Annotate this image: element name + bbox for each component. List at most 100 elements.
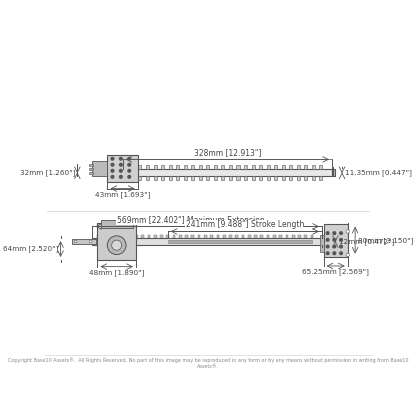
Bar <box>282 166 285 169</box>
Bar <box>122 235 125 238</box>
Bar <box>332 169 335 176</box>
Bar <box>104 235 106 238</box>
Circle shape <box>346 253 349 257</box>
Circle shape <box>89 240 92 243</box>
Bar <box>154 176 156 180</box>
Bar <box>72 239 96 244</box>
Bar <box>273 235 276 238</box>
Bar <box>168 176 172 180</box>
Bar <box>139 176 141 180</box>
Bar <box>267 176 270 180</box>
Circle shape <box>333 238 336 241</box>
Text: 11.35mm [0.447"]: 11.35mm [0.447"] <box>345 169 412 176</box>
Bar <box>206 176 209 180</box>
Bar <box>267 166 270 169</box>
Bar <box>214 176 217 180</box>
Text: 43mm [1.693"]: 43mm [1.693"] <box>95 191 150 198</box>
Bar <box>319 166 322 169</box>
Bar <box>305 235 307 238</box>
Bar <box>168 240 312 243</box>
Text: 569mm [22.402"] Maximum Extension: 569mm [22.402"] Maximum Extension <box>116 215 264 224</box>
Bar <box>267 235 270 238</box>
Bar <box>204 235 207 238</box>
Bar <box>89 164 93 166</box>
Bar <box>285 235 288 238</box>
Circle shape <box>74 240 77 243</box>
Bar <box>297 176 300 180</box>
Bar <box>173 235 176 238</box>
Bar <box>116 176 119 180</box>
Circle shape <box>119 176 122 178</box>
Bar <box>289 166 292 169</box>
Bar <box>124 166 126 169</box>
Bar <box>244 166 247 169</box>
Bar <box>229 166 232 169</box>
Bar <box>259 166 262 169</box>
Bar <box>161 176 164 180</box>
Circle shape <box>340 232 342 235</box>
Bar <box>297 166 300 169</box>
Bar <box>305 176 307 180</box>
Bar <box>221 166 224 169</box>
Bar <box>292 235 295 238</box>
Bar <box>97 235 100 238</box>
Bar <box>161 166 164 169</box>
Bar <box>206 166 209 169</box>
Bar <box>111 169 332 176</box>
Bar <box>223 235 225 238</box>
Circle shape <box>119 163 122 166</box>
Bar <box>279 235 282 238</box>
Bar <box>154 235 156 238</box>
Bar <box>179 235 182 238</box>
Bar <box>312 176 315 180</box>
Circle shape <box>326 252 329 255</box>
Bar <box>135 235 138 238</box>
Bar <box>199 166 202 169</box>
Bar <box>229 176 232 180</box>
Text: 80mm [3.150"]: 80mm [3.150"] <box>358 237 413 243</box>
Bar <box>274 166 277 169</box>
Bar <box>298 235 301 238</box>
Bar <box>185 235 188 238</box>
Text: 64mm [2.520"]: 64mm [2.520"] <box>3 246 59 253</box>
Circle shape <box>128 169 131 172</box>
Bar <box>217 235 219 238</box>
Bar <box>311 235 313 238</box>
Bar <box>92 238 322 245</box>
Bar <box>176 176 179 180</box>
Bar <box>242 235 244 238</box>
Bar <box>319 235 324 252</box>
Bar <box>198 235 201 238</box>
Bar <box>324 224 348 257</box>
Text: 48mm [1.890"]: 48mm [1.890"] <box>89 269 144 276</box>
Bar <box>131 166 134 169</box>
Bar <box>101 220 133 228</box>
Bar <box>139 166 141 169</box>
Bar <box>168 166 172 169</box>
Bar <box>124 176 126 180</box>
Bar <box>260 235 263 238</box>
Bar <box>131 176 134 180</box>
Circle shape <box>111 163 114 166</box>
Bar <box>229 235 232 238</box>
Circle shape <box>111 240 122 250</box>
Text: Copyright Base10 Assets®.  All Rights Reserved. No part of this image may be rep: Copyright Base10 Assets®. All Rights Res… <box>8 357 408 369</box>
Circle shape <box>111 176 114 178</box>
Circle shape <box>333 245 336 248</box>
Text: 65.25mm [2.569"]: 65.25mm [2.569"] <box>302 269 369 275</box>
Circle shape <box>128 163 131 166</box>
Bar <box>129 235 131 238</box>
Bar <box>116 166 119 169</box>
Bar <box>116 235 119 238</box>
Bar <box>184 176 187 180</box>
Bar <box>160 235 163 238</box>
Bar <box>199 176 202 180</box>
Bar <box>289 176 292 180</box>
Bar <box>235 235 238 238</box>
Bar <box>274 176 277 180</box>
Bar <box>191 235 194 238</box>
Bar <box>141 235 144 238</box>
Circle shape <box>326 238 329 241</box>
Bar <box>176 166 179 169</box>
Bar <box>166 235 169 238</box>
